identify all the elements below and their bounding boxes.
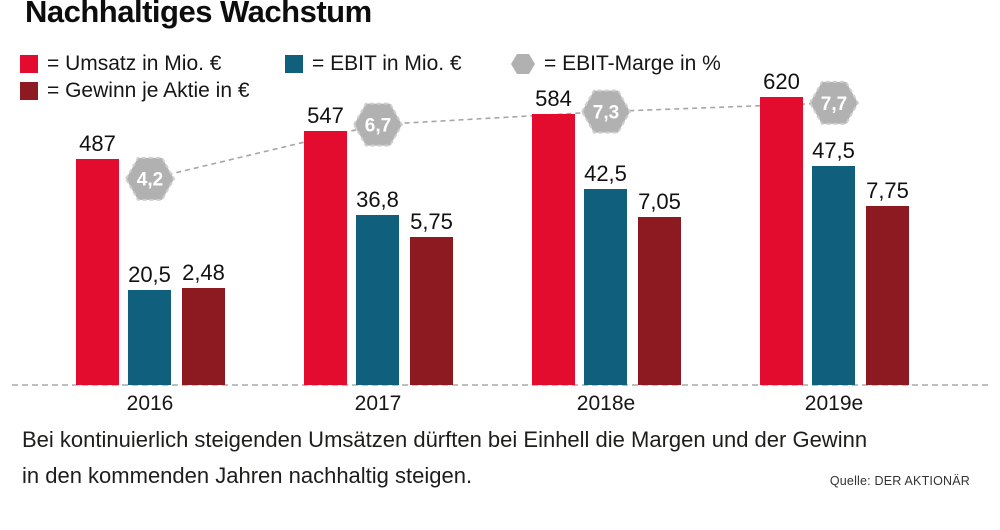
chart-title: Nachhaltiges Wachstum [25,0,372,29]
eps-value-label: 7,05 [638,189,681,214]
legend-item-umsatz: = Umsatz in Mio. € [20,52,222,75]
eps-value-label: 5,75 [410,209,453,234]
marker-value-label: 4,2 [137,170,163,191]
legend-label-marge: = EBIT-Marge in % [544,52,721,75]
x-axis-label-2019e: 2019e [804,392,864,415]
eps-bar-2016 [182,288,225,385]
ebit-bar-2018e [584,189,627,385]
ebit-value-label: 36,8 [356,187,399,212]
legend-item-ebit: = EBIT in Mio. € [285,52,462,75]
x-axis-baseline [12,384,988,386]
caption: Bei kontinuierlich steigenden Umsätzen d… [22,427,868,489]
eps-bar-2018e [638,217,681,385]
umsatz-value-label: 584 [535,86,572,111]
umsatz-bar-2017 [304,131,347,385]
ebit-value-label: 47,5 [812,138,855,163]
legend-item-marge: = EBIT-Marge in % [511,52,721,75]
ebit-marge-trend-line [149,102,835,180]
ebit-value-label: 42,5 [584,161,627,186]
umsatz-swatch-icon [20,55,38,73]
x-axis-label-2017: 2017 [354,392,402,415]
umsatz-bar-2016 [76,159,119,385]
eps-value-label: 2,48 [182,260,225,285]
legend-label-eps: = Gewinn je Aktie in € [47,79,250,102]
eps-bar-2017 [410,237,453,385]
legend-label-ebit: = EBIT in Mio. € [312,52,462,75]
hexagon-marker-icon [511,54,535,74]
ebit-marge-marker-2016: 4,2 [124,156,176,201]
eps-value-label: 7,75 [866,178,909,203]
umsatz-value-label: 620 [763,69,800,94]
umsatz-value-label: 547 [307,103,344,128]
source-credit: Quelle: DER AKTIONÄR [829,474,970,488]
marker-value-label: 7,3 [593,102,619,123]
umsatz-value-label: 487 [79,131,116,156]
marker-value-label: 7,7 [821,94,847,115]
ebit-swatch-icon [285,55,303,73]
ebit-bar-2019e [812,166,855,385]
legend-label-umsatz: = Umsatz in Mio. € [47,52,222,75]
x-axis-label-2016: 2016 [126,392,174,415]
umsatz-bar-2018e [532,114,575,385]
x-axis-label-2018e: 2018e [576,392,636,415]
ebit-bar-2017 [356,215,399,385]
ebit-value-label: 20,5 [128,262,171,287]
ebit-bar-2016 [128,290,171,385]
legend-item-eps: = Gewinn je Aktie in € [20,79,250,102]
eps-swatch-icon [20,82,38,100]
marker-value-label: 6,7 [365,115,391,136]
eps-bar-2019e [866,206,909,385]
